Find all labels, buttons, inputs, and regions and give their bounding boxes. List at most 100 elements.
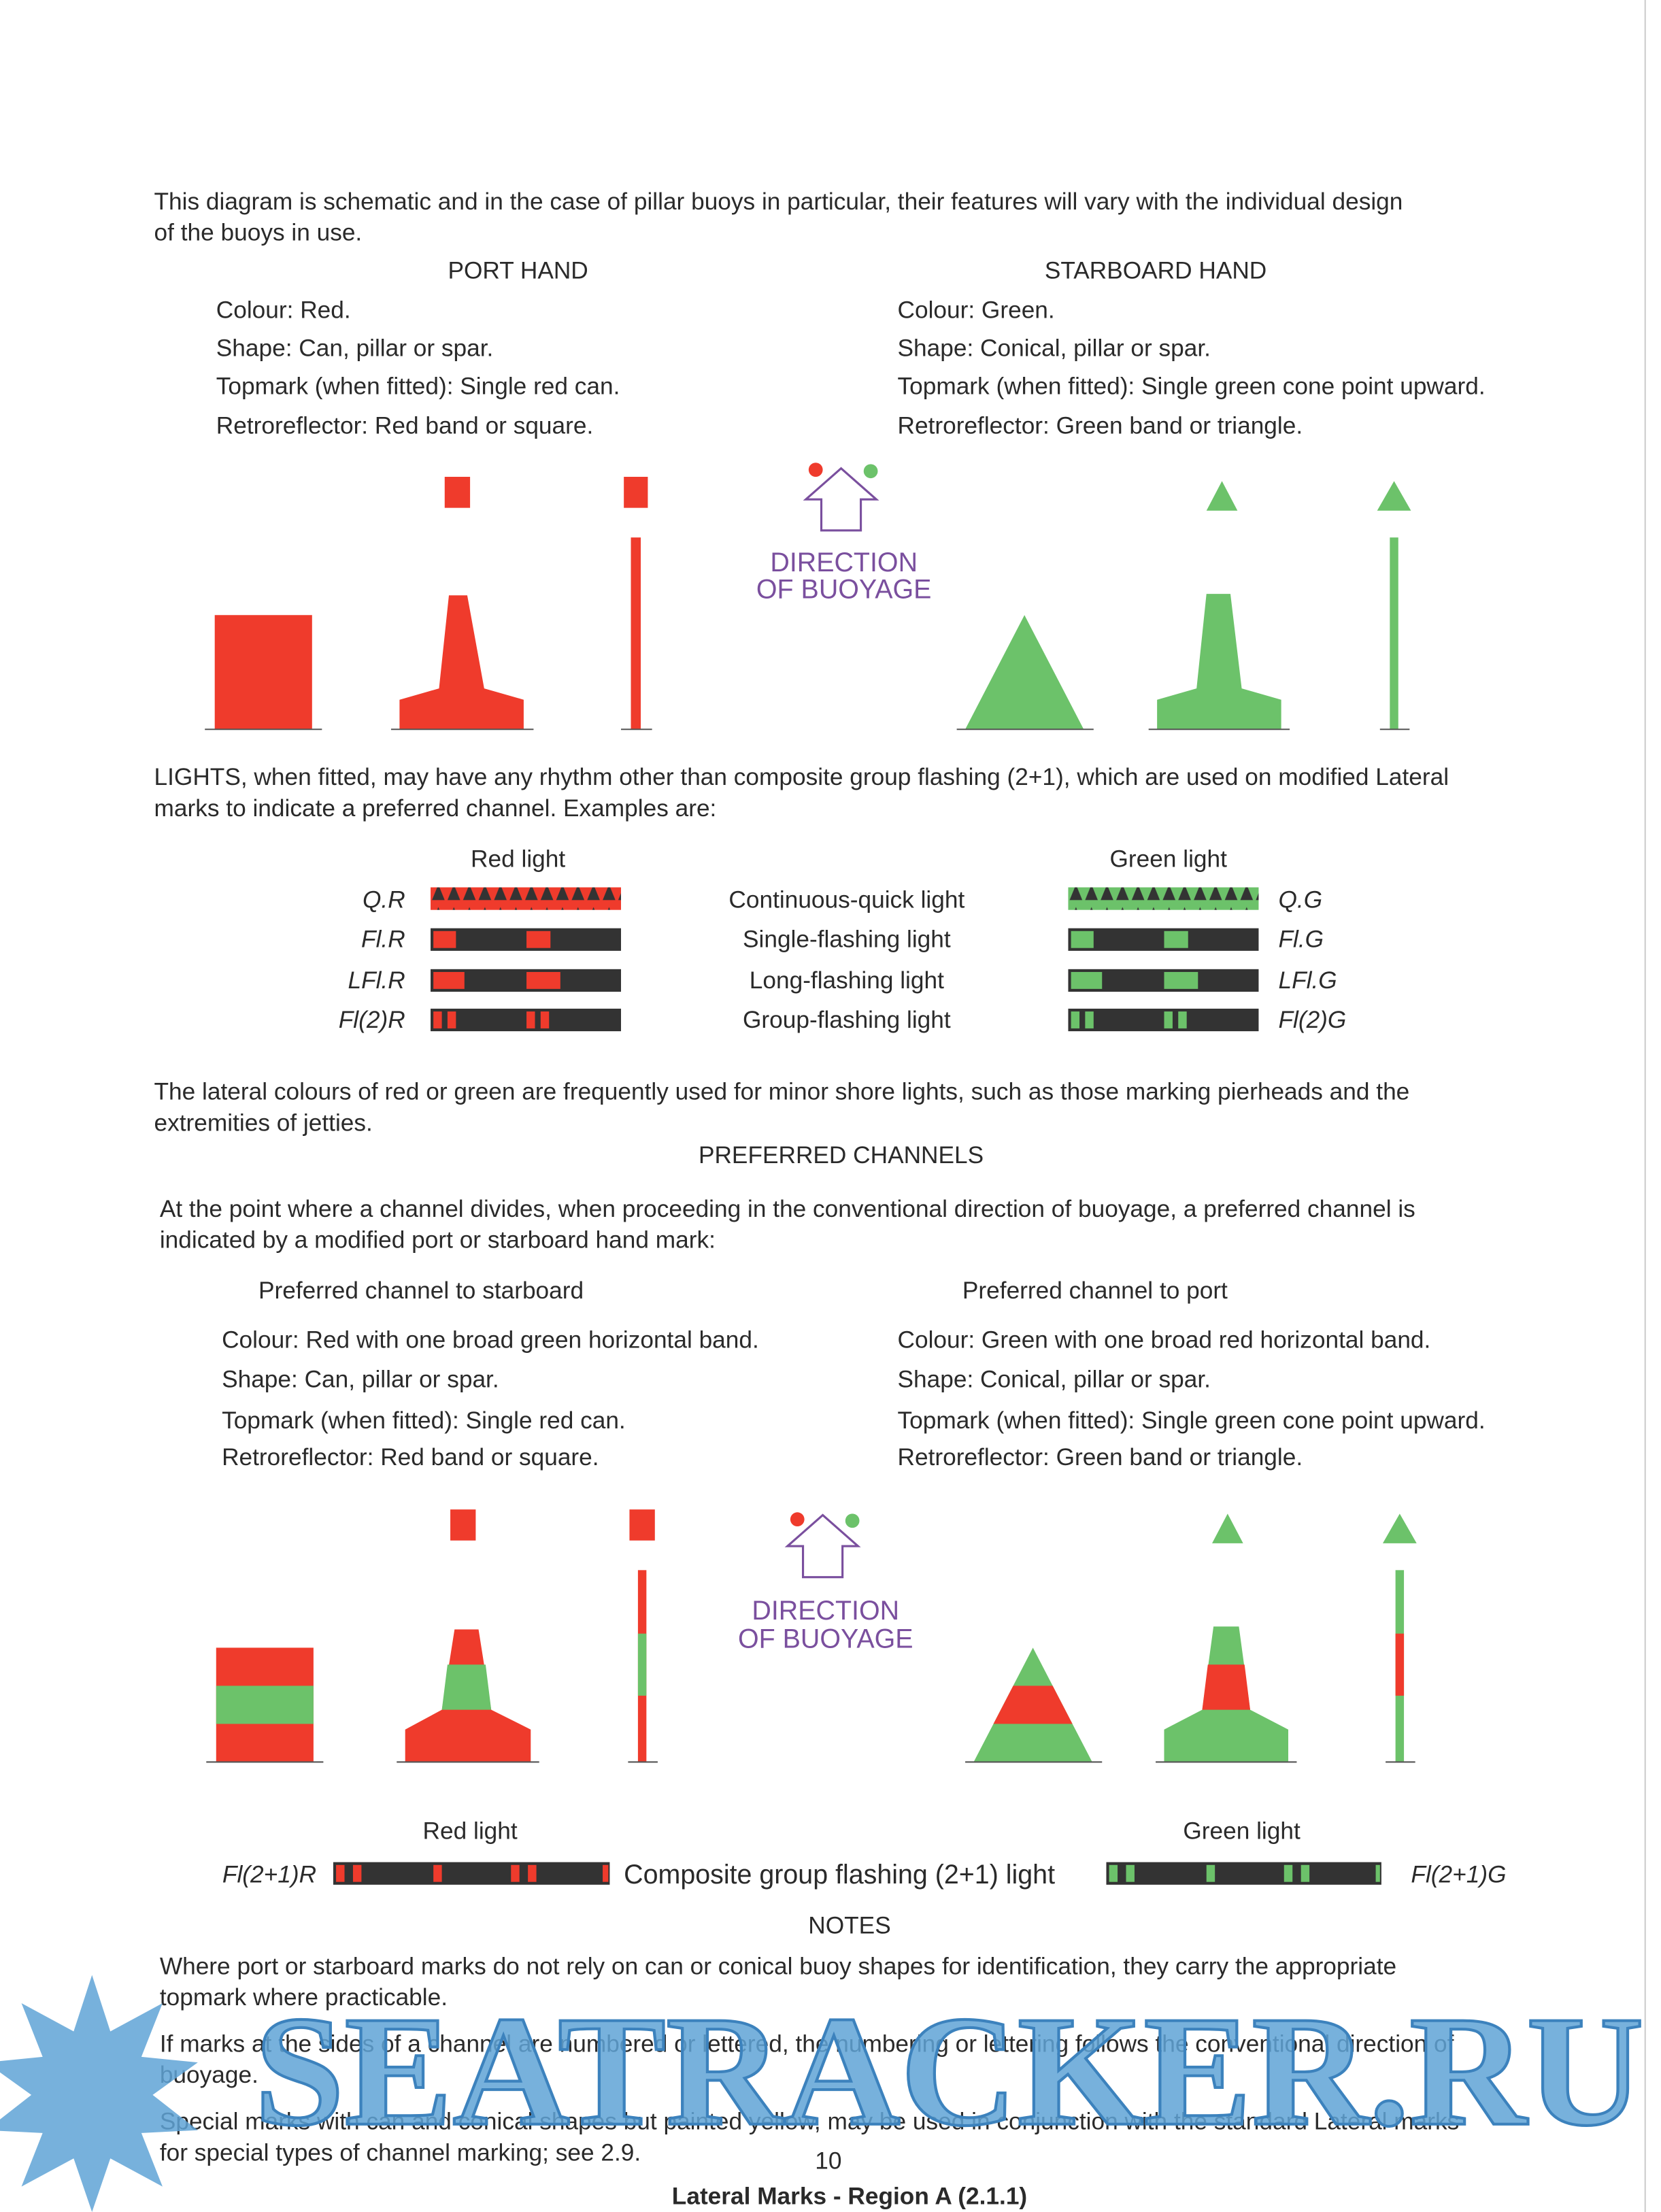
light-code: Fl.G	[1278, 926, 1324, 953]
preferred-port-buoys	[965, 1513, 1417, 1763]
spar-buoy	[1390, 537, 1398, 730]
pillar-buoy	[399, 595, 524, 730]
flash	[433, 971, 465, 989]
topmark-can	[624, 477, 648, 508]
note-line: Special marks with can and conical shape…	[160, 2109, 1459, 2135]
preferred-starboard-buoys	[206, 1509, 658, 1763]
paragraph-line: indicated by a modified port or starboar…	[160, 1226, 716, 1253]
note-line: topmark where practicable.	[160, 1984, 448, 2011]
spec-line: Retroreflector: Green band or triangle.	[898, 1444, 1303, 1471]
flash	[1375, 1864, 1380, 1882]
light-description: Continuous-quick light	[728, 887, 964, 914]
topmark-can	[444, 477, 471, 508]
sub-heading: Preferred channel to port	[962, 1277, 1228, 1304]
flash	[1164, 931, 1188, 948]
light-description: Long-flashing light	[750, 967, 944, 994]
light-code: Q.G	[1278, 887, 1322, 914]
topmark-cone	[1212, 1513, 1243, 1543]
watermark: SEATRACKER.RU	[254, 1984, 1644, 2159]
flash	[1126, 1864, 1135, 1882]
spec-line: Shape: Conical, pillar or spar.	[898, 1367, 1211, 1393]
column-heading: Green light	[1183, 1817, 1301, 1844]
flash	[603, 1864, 609, 1882]
can-buoy	[214, 615, 312, 730]
spec-line: Topmark (when fitted): Single red can.	[216, 373, 620, 400]
section-heading: STARBOARD HAND	[1045, 258, 1266, 284]
flash	[433, 931, 456, 948]
green-dot	[845, 1513, 860, 1528]
spec-line: Retroreflector: Green band or triangle.	[898, 413, 1303, 439]
band	[993, 1686, 1073, 1724]
flash	[526, 931, 551, 948]
paragraph-line: LIGHTS, when fitted, may have any rhythm…	[154, 764, 1449, 790]
flash-bar	[1068, 1008, 1259, 1032]
spec-line: Shape: Can, pillar or spar.	[222, 1367, 499, 1393]
pillar-buoy	[1157, 594, 1281, 730]
direction-label: OF BUOYAGE	[738, 1624, 913, 1654]
flash	[1071, 971, 1103, 989]
watermark-logo	[0, 1975, 198, 2212]
light-description: Single-flashing light	[743, 926, 951, 953]
flash	[1284, 1864, 1293, 1882]
band	[1202, 1664, 1251, 1710]
band	[1395, 1633, 1405, 1696]
light-code: Q.R	[363, 887, 405, 914]
arrow-outline	[784, 1513, 861, 1579]
flash-bar	[431, 1008, 622, 1032]
composite-bars	[333, 1862, 1381, 1885]
arrow-outline	[803, 467, 879, 532]
sub-heading: Preferred channel to starboard	[258, 1277, 584, 1304]
footer: Lateral Marks - Region A (2.1.1)	[672, 2183, 1027, 2210]
column-heading: Red light	[471, 845, 565, 872]
flash	[540, 1011, 550, 1028]
spec-line: Topmark (when fitted): Single green cone…	[898, 1407, 1486, 1434]
direction-arrow	[784, 1512, 861, 1579]
spec-line: Colour: Red with one broad green horizon…	[222, 1327, 759, 1354]
flash	[1301, 1864, 1310, 1882]
light-code: Fl(2+1)G	[1411, 1862, 1506, 1888]
section-heading: PORT HAND	[448, 258, 588, 284]
red-dot	[808, 463, 823, 477]
paragraph-line: The lateral colours of red or green are …	[154, 1079, 1410, 1105]
light-code: Fl(2+1)R	[222, 1862, 316, 1888]
starboard-buoys	[956, 481, 1411, 731]
flash	[1071, 931, 1094, 948]
light-code: Fl.R	[361, 926, 405, 953]
flash	[1109, 1864, 1118, 1882]
paragraph-line: marks to indicate a preferred channel. E…	[154, 795, 717, 822]
flash	[433, 1864, 442, 1882]
column-heading: Red light	[423, 1817, 518, 1844]
direction-label: OF BUOYAGE	[756, 574, 932, 604]
spec-line: Colour: Green with one broad red horizon…	[898, 1327, 1431, 1354]
topmark-can	[629, 1509, 655, 1541]
flash-bar	[333, 1862, 610, 1885]
flash	[526, 971, 560, 989]
flash-bar	[1068, 928, 1259, 951]
flash	[1178, 1011, 1187, 1028]
flash	[336, 1864, 345, 1882]
quick-bar-red	[431, 887, 622, 910]
spec-line: Shape: Can, pillar or spar.	[216, 335, 494, 362]
spec-line: Retroreflector: Red band or square.	[222, 1444, 599, 1471]
note-line: Where port or starboard marks do not rel…	[160, 1954, 1396, 1980]
page-number: 10	[815, 2148, 841, 2175]
flash	[511, 1864, 520, 1882]
conical-buoy	[965, 615, 1084, 730]
flash	[433, 1011, 442, 1028]
direction-arrow	[803, 463, 879, 532]
flash	[1164, 1011, 1173, 1028]
spec-line: Colour: Green.	[898, 297, 1055, 324]
band	[216, 1686, 314, 1724]
flash	[526, 1011, 535, 1028]
topmark-can	[450, 1509, 476, 1541]
topmark-cone	[1382, 1513, 1417, 1543]
section-heading: PREFERRED CHANNELS	[699, 1142, 984, 1169]
note-line: If marks at the sides of a channel are n…	[160, 2031, 1454, 2058]
light-code: LFl.G	[1278, 967, 1337, 994]
band	[637, 1633, 647, 1696]
flash	[528, 1864, 537, 1882]
light-description: Group-flashing light	[743, 1007, 951, 1033]
light-description: Composite group flashing (2+1) light	[624, 1860, 1055, 1890]
light-bars	[431, 887, 1259, 1032]
